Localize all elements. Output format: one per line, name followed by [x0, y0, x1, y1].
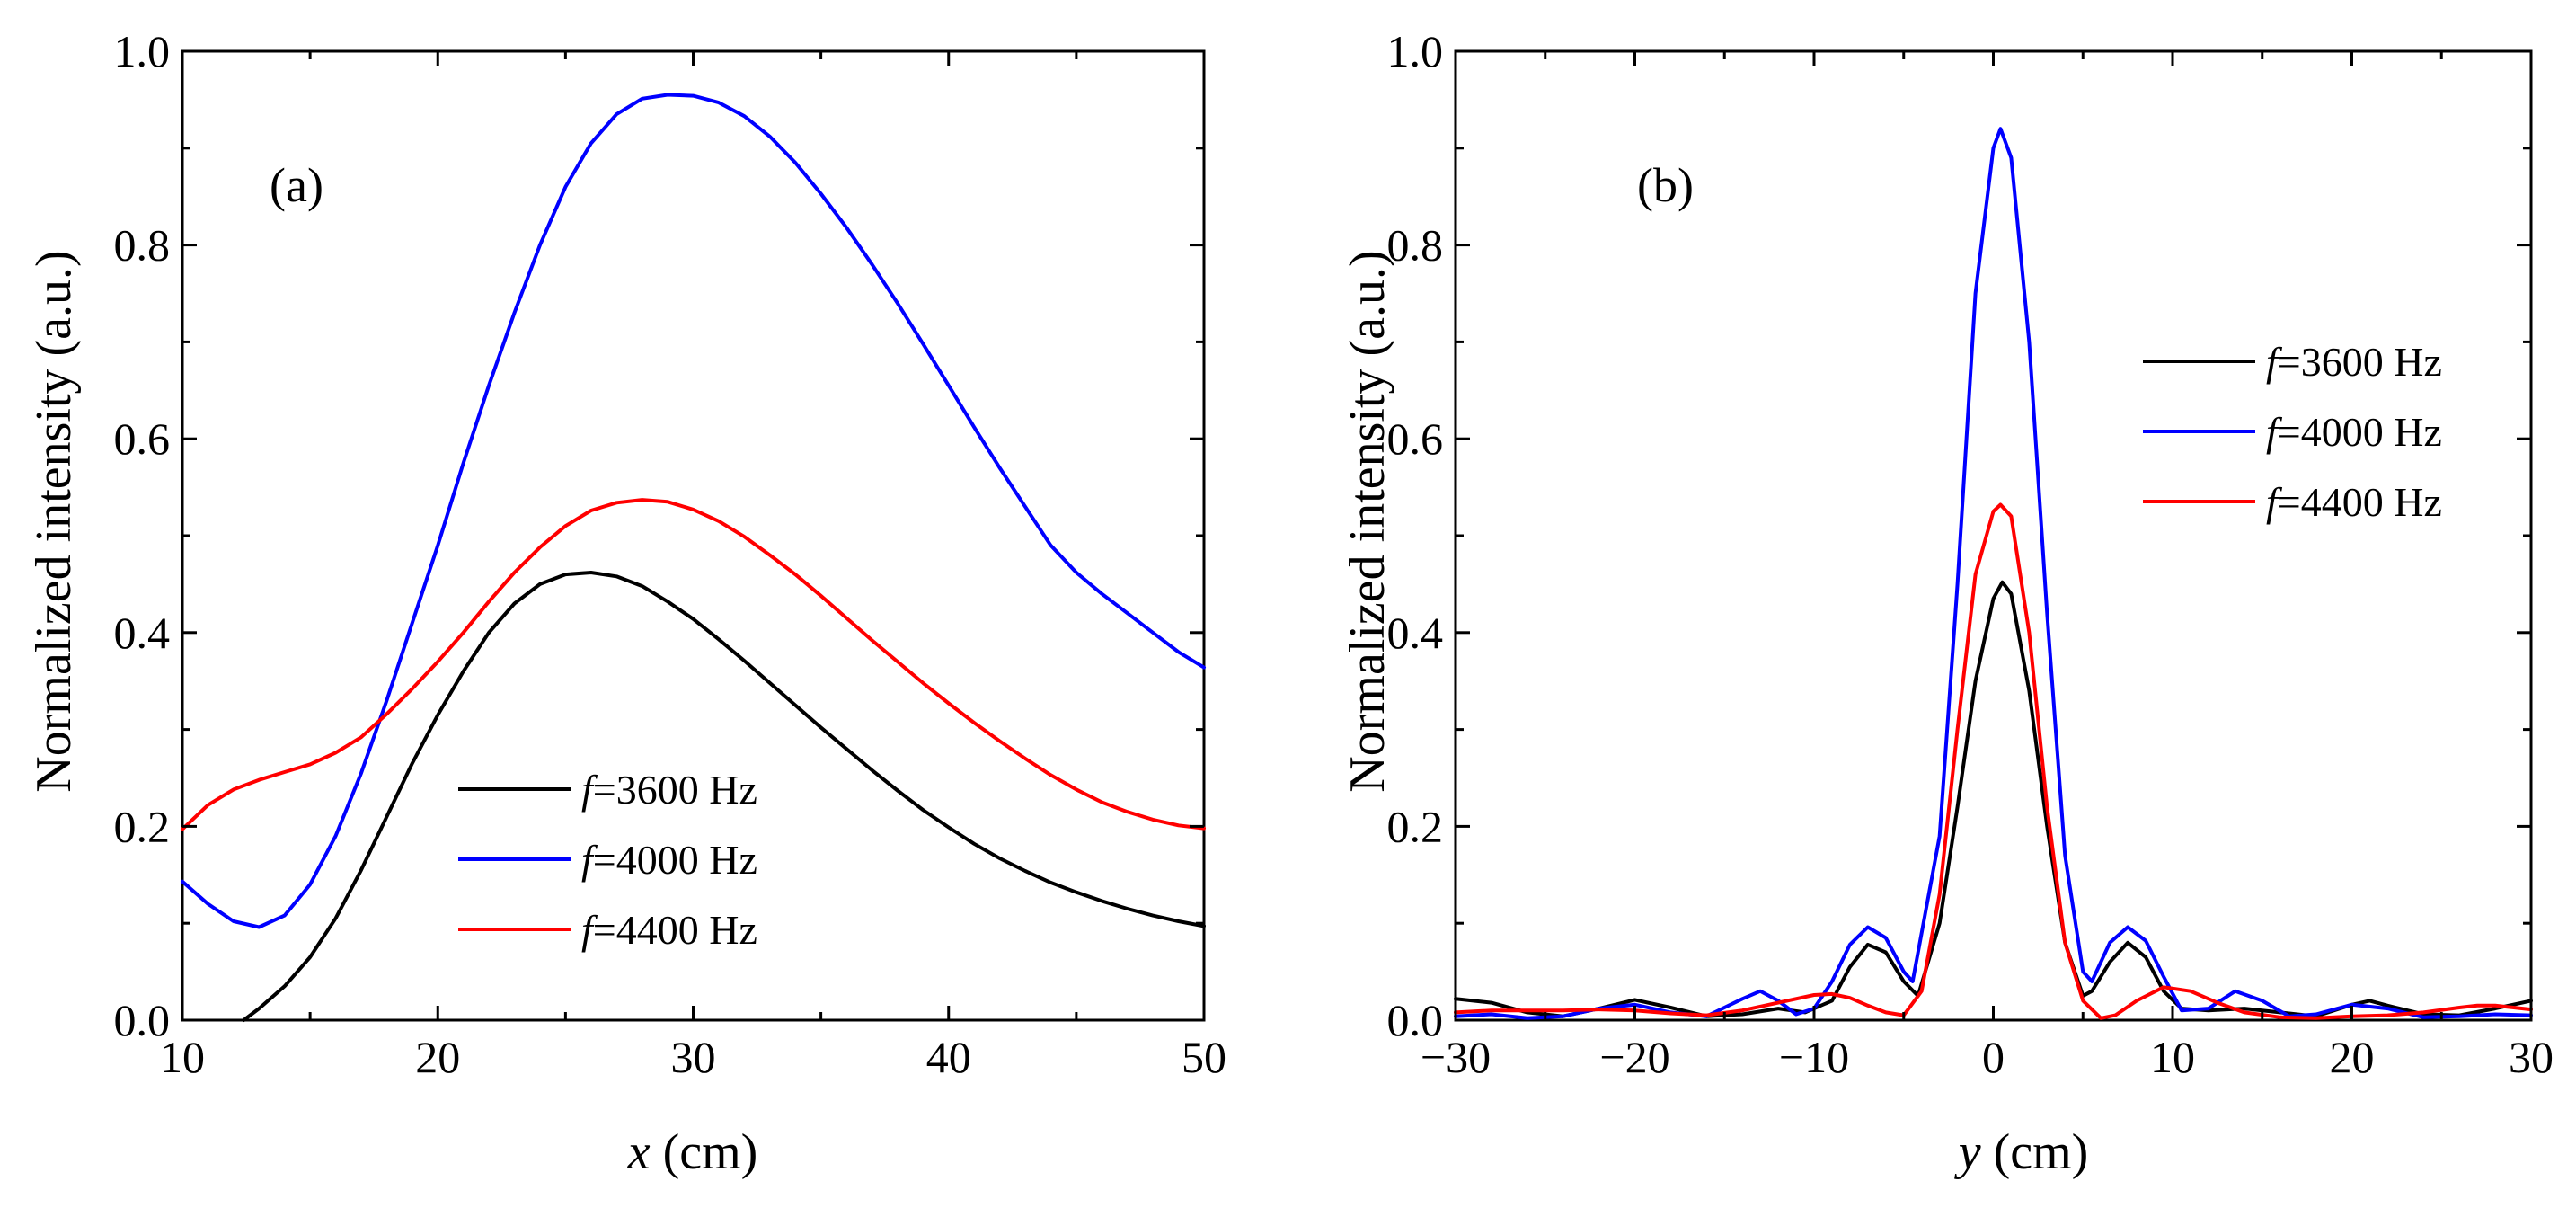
y-tick-label: 0.8	[114, 220, 171, 271]
y-axis-label-b: Normalized intensity (a.u.)	[1340, 250, 1395, 792]
series-line-a-2	[181, 498, 1206, 831]
legend-label-2: f=4400 Hz	[2266, 479, 2442, 525]
y-tick-label: 0.0	[114, 995, 171, 1045]
x-axis-var-b: y	[1954, 1124, 1981, 1180]
y-ticks-a: 0.0 0.2 0.4 0.6 0.8 1.0	[114, 26, 1204, 1045]
x-axis-label-b: y (cm)	[1954, 1124, 2089, 1180]
x-tick-label: −20	[1599, 1032, 1669, 1082]
x-axis-unit-b: (cm)	[1981, 1124, 2089, 1180]
x-tick-label: 10	[2150, 1032, 2195, 1082]
series-line-a-1	[181, 93, 1206, 929]
legend-label-1: f=4000 Hz	[2266, 409, 2442, 455]
x-tick-label: 30	[671, 1032, 716, 1082]
plot-frame-b	[1454, 49, 2533, 1022]
x-axis-label-a: x (cm)	[627, 1124, 758, 1180]
legend-value: =4400 Hz	[593, 907, 757, 953]
legend-label-2: f=4400 Hz	[581, 907, 757, 953]
series-line-b-1	[1454, 127, 2533, 1020]
y-tick-label: 0.4	[1387, 608, 1444, 658]
curves-a	[181, 93, 1206, 1022]
panel-a: 10 20 30 40 50 0.0 0.2 0.4 0.6 0.8 1.0 (a) x (cm)…	[26, 26, 1226, 1180]
y-tick-label: 0.6	[114, 413, 171, 464]
y-axis-label-a: Normalized intensity (a.u.)	[26, 250, 82, 792]
panel-label-a: (a)	[270, 158, 323, 212]
x-tick-label: 10	[160, 1032, 205, 1082]
legend-value: =3600 Hz	[2278, 339, 2442, 385]
panel-label-b: (b)	[1637, 158, 1694, 212]
series-line-b-0	[1454, 580, 2533, 1018]
y-tick-label: 0.8	[1387, 220, 1444, 271]
x-ticks-a: 10 20 30 40 50	[160, 51, 1226, 1082]
x-tick-label: 20	[415, 1032, 460, 1082]
x-axis-unit-a: (cm)	[651, 1124, 758, 1180]
y-tick-label: 1.0	[1387, 26, 1444, 76]
y-tick-label: 0.2	[1387, 801, 1444, 851]
legend-value: =4000 Hz	[2278, 409, 2442, 455]
legend-value: =4000 Hz	[593, 837, 757, 883]
x-tick-label: 0	[1982, 1032, 2005, 1082]
y-tick-label: 0.4	[114, 608, 171, 658]
x-tick-label: −10	[1779, 1032, 1849, 1082]
y-tick-label: 0.6	[1387, 413, 1444, 464]
legend-label-1: f=4000 Hz	[581, 837, 757, 883]
x-ticks-b: −30 −20 −10 0 10 20 30	[1421, 51, 2554, 1082]
x-tick-label: 30	[2509, 1032, 2554, 1082]
x-tick-label: 50	[1182, 1032, 1226, 1082]
series-line-b-2	[1454, 502, 2533, 1020]
x-tick-label: 20	[2330, 1032, 2375, 1082]
x-tick-label: −30	[1421, 1032, 1491, 1082]
legend-label-0: f=3600 Hz	[581, 767, 757, 813]
y-tick-label: 1.0	[114, 26, 171, 76]
legend-a: f=3600 Hz f=4000 Hz f=4400 Hz	[458, 767, 757, 953]
x-tick-label: 40	[926, 1032, 971, 1082]
legend-b: f=3600 Hz f=4000 Hz f=4400 Hz	[2143, 339, 2442, 525]
y-ticks-b: 0.0 0.2 0.4 0.6 0.8 1.0	[1387, 26, 2531, 1045]
curves-b	[1454, 127, 2533, 1020]
y-tick-label: 0.0	[1387, 995, 1444, 1045]
legend-label-0: f=3600 Hz	[2266, 339, 2442, 385]
x-axis-var-a: x	[627, 1124, 651, 1180]
series-line-a-0	[242, 571, 1206, 1022]
legend-value: =3600 Hz	[593, 767, 757, 813]
panel-b: −30 −20 −10 0 10 20 30 0.00.20.40.60.81.0 (b) …	[1340, 26, 2554, 1180]
legend-value: =4400 Hz	[2278, 479, 2442, 525]
y-tick-label: 0.2	[114, 801, 171, 851]
